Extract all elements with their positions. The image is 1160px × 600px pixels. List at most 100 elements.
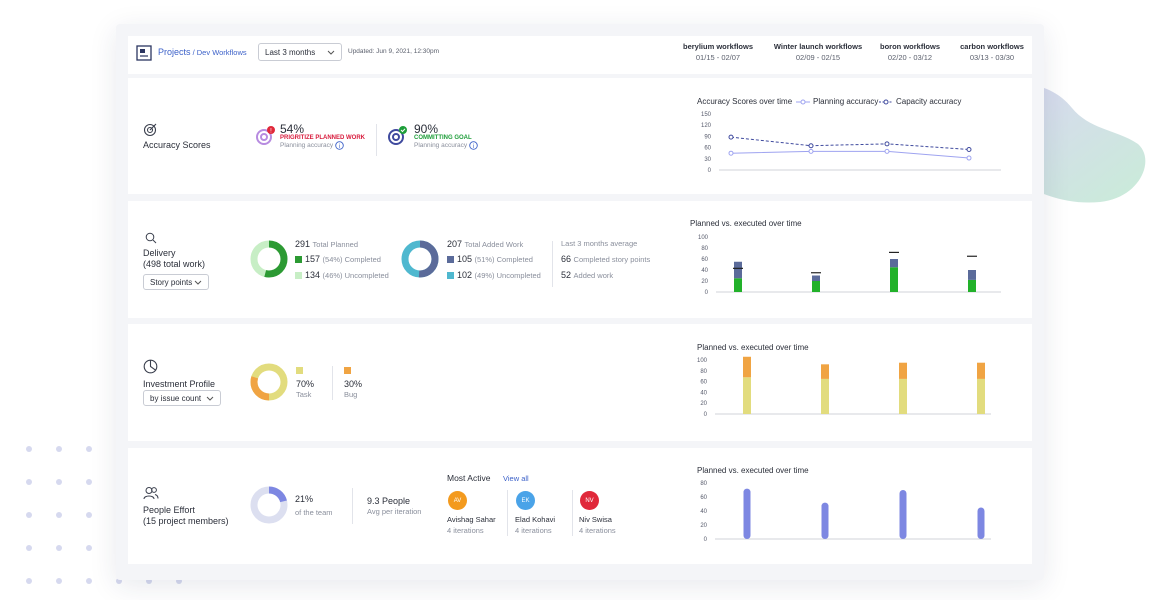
y-tick-label: 100	[698, 235, 709, 241]
workflow-column-carbon[interactable]: carbon workflows 03/13 - 03/30	[952, 42, 1032, 62]
planned-uncompleted: 134 (46%) Uncompleted	[295, 270, 389, 280]
planned-work-donut	[250, 240, 288, 278]
member-name[interactable]: Niv Swisa	[579, 515, 612, 524]
legend-planning: Planning accuracy	[796, 97, 878, 106]
bar-segment-uncompleted	[890, 259, 898, 268]
most-active-title: Most Active	[447, 473, 491, 483]
top-bar: Projects / Dev Workflows Last 3 months U…	[128, 36, 1032, 74]
count-select-value: by issue count	[150, 393, 202, 403]
divider	[552, 241, 553, 287]
capacity-accuracy-tag: COMMITTING GOAL	[414, 135, 472, 141]
investment-profile-panel: Investment Profile by issue count 70% Ta…	[128, 324, 1032, 441]
team-label: of the team	[295, 508, 333, 517]
chevron-down-icon	[194, 280, 202, 285]
bar-segment-completed	[734, 278, 742, 292]
y-tick-label: 150	[701, 112, 712, 118]
added-completed-label: (51%) Completed	[474, 255, 533, 264]
capacity-accuracy-value: 90%	[414, 122, 439, 136]
avatar[interactable]: AV	[448, 491, 467, 510]
legend-capacity-swatch	[879, 99, 893, 104]
unit-select[interactable]: Story points	[143, 274, 209, 290]
decorative-dot	[26, 446, 32, 452]
bar-segment-task	[743, 377, 751, 414]
uncompleted-swatch	[295, 272, 302, 280]
y-tick-label: 60	[701, 257, 708, 263]
decorative-dot	[86, 545, 92, 551]
pie-chart-icon	[143, 359, 158, 374]
people-count: 9.3 People	[367, 496, 411, 506]
decorative-dot	[86, 512, 92, 518]
completed-swatch	[447, 256, 454, 264]
section-label: Delivery	[143, 248, 176, 258]
planned-uncompleted-label: (46%) Uncompleted	[322, 271, 389, 280]
legend-planning-swatch	[796, 99, 810, 104]
workflow-dates: 02/20 - 03/12	[887, 53, 933, 62]
view-all-link[interactable]: View all	[503, 474, 529, 483]
bar-segment-uncompleted	[968, 270, 976, 280]
workflow-dates: 01/15 - 02/07	[695, 53, 741, 62]
member-name[interactable]: Elad Kohavi	[515, 515, 556, 524]
average-added-value: 52	[561, 270, 572, 280]
data-point	[966, 155, 972, 161]
investment-bar-chart: 0 20 40 60 80 100	[697, 356, 991, 418]
count-select[interactable]: by issue count	[143, 390, 221, 406]
workflow-name: carbon workflows	[960, 42, 1024, 51]
team-pct: 21%	[295, 494, 314, 504]
target-icon	[143, 123, 157, 137]
chevron-down-icon	[206, 396, 214, 401]
y-tick-label: 40	[700, 390, 707, 396]
decorative-dot	[26, 512, 32, 518]
section-label: People Effort	[143, 505, 195, 515]
unit-select-value: Story points	[150, 277, 193, 287]
y-tick-label: 80	[700, 369, 707, 375]
y-tick-label: 60	[700, 380, 707, 386]
legend-planning-label: Planning accuracy	[813, 97, 879, 106]
y-tick-label: 20	[701, 279, 708, 285]
svg-text:!: !	[270, 129, 272, 135]
bar-segment-task	[821, 378, 829, 414]
date-range-select[interactable]: Last 3 months	[258, 43, 342, 61]
people-count-label: Avg per iteration	[367, 507, 422, 516]
workflow-column-winter-launch[interactable]: Winter launch workflows 02/09 - 02/15	[764, 42, 872, 62]
y-tick-label: 40	[701, 268, 708, 274]
workflow-name: berylium workflows	[682, 42, 754, 51]
added-completed: 105 (51%) Completed	[447, 254, 533, 264]
y-tick-label: 0	[708, 168, 712, 174]
data-point	[884, 148, 890, 154]
workflow-column-berylium[interactable]: berylium workflows 01/15 - 02/07	[668, 42, 768, 62]
member-iterations: 4 iterations	[579, 526, 616, 535]
decorative-dot	[176, 578, 182, 584]
y-tick-label: 20	[700, 401, 707, 407]
breadcrumb-projects-link[interactable]: Projects	[158, 47, 191, 57]
workflow-column-boron[interactable]: boron workflows 02/20 - 03/12	[868, 42, 952, 62]
workflow-name: Winter launch workflows	[773, 42, 863, 51]
average-title: Last 3 months average	[561, 239, 638, 248]
info-icon[interactable]: i	[335, 141, 344, 150]
avatar[interactable]: NV	[580, 491, 599, 510]
task-swatch	[296, 367, 303, 374]
section-label: Investment Profile	[143, 379, 216, 389]
series-line-planning	[730, 150, 970, 159]
people-icon	[143, 487, 159, 500]
info-icon[interactable]: i	[469, 141, 478, 150]
people-effort-panel: People Effort (15 project members) 21% o…	[128, 448, 1032, 564]
decorative-dot	[26, 545, 32, 551]
workflow-dates: 03/13 - 03/30	[969, 53, 1015, 62]
avatar[interactable]: EK	[516, 491, 535, 510]
member-name[interactable]: Avishag Sahar	[447, 515, 496, 524]
y-tick-label: 0	[704, 537, 708, 543]
decorative-dot	[86, 578, 92, 584]
bar-segment-completed	[890, 267, 898, 292]
chart-title: Planned vs. executed over time	[697, 466, 809, 475]
team-share-donut	[250, 486, 288, 524]
y-tick-label: 80	[700, 481, 707, 487]
decorative-dot	[56, 446, 62, 452]
added-uncompleted-value: 102	[457, 270, 473, 280]
decorative-dot	[116, 578, 122, 584]
dashboard-frame: Projects / Dev Workflows Last 3 months U…	[116, 24, 1044, 580]
completed-swatch	[295, 256, 302, 264]
investment-donut	[250, 363, 288, 401]
effort-bar	[821, 502, 829, 539]
section-sublabel: (498 total work)	[143, 259, 206, 269]
accuracy-scores-panel: Accuracy Scores ! 54% PRIGRITIZE PLANNED…	[128, 78, 1032, 194]
